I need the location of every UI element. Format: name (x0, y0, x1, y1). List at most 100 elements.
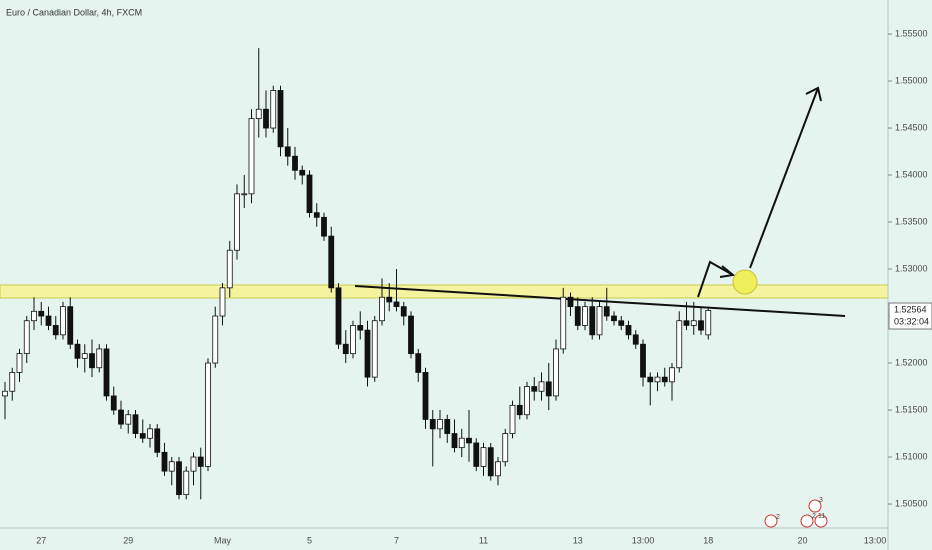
candle-body (487, 447, 494, 477)
event-badges: 2 2 11 3 (764, 497, 828, 528)
candle-body (567, 296, 574, 308)
y-tick-label: 1.53500 (895, 216, 928, 226)
last-price-label: 1.52564 (894, 304, 927, 314)
candle-body (67, 306, 74, 345)
event-count: 11 (818, 513, 825, 520)
candle-body (364, 329, 371, 378)
candle-body (574, 306, 581, 326)
candle-body (502, 433, 509, 463)
y-tick-label: 1.55500 (895, 28, 928, 38)
candle-body (589, 306, 596, 336)
candle-body (292, 155, 298, 171)
event-badge (808, 499, 822, 513)
candle-body (241, 193, 248, 196)
candle-body (444, 419, 451, 434)
candle-body (277, 90, 284, 148)
x-tick-label: 20 (797, 535, 807, 545)
candle-body (168, 461, 175, 472)
candle-body (437, 419, 443, 430)
candle-body (321, 216, 327, 237)
candle-body (654, 376, 661, 383)
candle-body (582, 306, 588, 326)
y-tick-label: 1.54000 (895, 169, 928, 179)
candle-body (335, 287, 342, 345)
candle-body (154, 428, 161, 453)
candle-body (183, 470, 190, 496)
candle-body (531, 386, 538, 392)
candle-body (466, 437, 472, 444)
y-tick-label: 1.50500 (895, 498, 928, 508)
candle-body (640, 343, 646, 378)
candle-body (2, 390, 8, 397)
candle-body (560, 296, 567, 350)
candle-body (350, 325, 356, 355)
x-tick-label: 11 (479, 535, 488, 545)
candle-body (683, 320, 690, 326)
candle-body (38, 310, 45, 317)
x-tick-label: 13:00 (864, 535, 887, 545)
candle-body (661, 376, 668, 383)
y-tick-label: 1.55000 (895, 75, 928, 85)
candle-body (147, 428, 153, 439)
x-tick-label: 27 (36, 535, 46, 545)
candle-body (495, 461, 501, 477)
candle-body (212, 315, 219, 364)
trend-line (354, 285, 846, 317)
candle-body (516, 404, 523, 416)
candle-body (226, 249, 233, 289)
event-badge (800, 514, 814, 528)
candle-body (74, 343, 81, 359)
candle-body (603, 306, 610, 317)
candle-body (422, 372, 429, 420)
x-tick-label: 13 (573, 535, 583, 545)
candle-body (81, 353, 88, 359)
candle-body (545, 381, 552, 397)
candle-body (125, 414, 132, 425)
countdown: 03:32:04 (894, 316, 929, 326)
chart-title: Euro / Canadian Dollar, 4h, FXCM (6, 7, 142, 17)
candle-body (205, 362, 211, 467)
candle-body (31, 310, 37, 322)
x-tick-label: 18 (703, 535, 713, 545)
candle-body (248, 118, 255, 195)
target-circle (732, 269, 758, 295)
candle-body (313, 212, 320, 218)
event-badge (764, 514, 778, 528)
candle-body (9, 372, 16, 392)
candle-body (524, 386, 530, 416)
candle-body (647, 376, 654, 383)
candle-body (400, 306, 407, 317)
candle-body (618, 320, 625, 326)
candle-body (393, 301, 400, 308)
x-tick-label: 7 (394, 535, 399, 545)
candle-body (255, 108, 262, 120)
event-count: 3 (819, 497, 823, 504)
event-count: 2 (776, 514, 780, 521)
candle-body (669, 367, 675, 383)
candle-body (429, 419, 436, 430)
candle-body (197, 456, 204, 467)
projection-arrow (749, 87, 819, 269)
event-badge (814, 514, 828, 528)
candle-body (328, 235, 335, 289)
candle-body (110, 395, 117, 411)
candle-body (371, 320, 378, 378)
candle-body (45, 315, 52, 326)
candle-body (284, 146, 291, 157)
candle-body (705, 309, 712, 336)
y-tick-label: 1.53000 (895, 263, 928, 273)
candle-body (415, 353, 422, 373)
candle-body (89, 353, 95, 369)
candle-body (676, 320, 683, 369)
candle-body (553, 348, 559, 397)
last-price-box (888, 302, 932, 330)
candle-body (299, 169, 306, 176)
candle-body (96, 348, 103, 369)
candle-body (386, 296, 393, 303)
candle-body (596, 306, 603, 336)
arrow-head (719, 265, 736, 278)
candle-body (176, 461, 182, 496)
candle-body (139, 433, 146, 439)
